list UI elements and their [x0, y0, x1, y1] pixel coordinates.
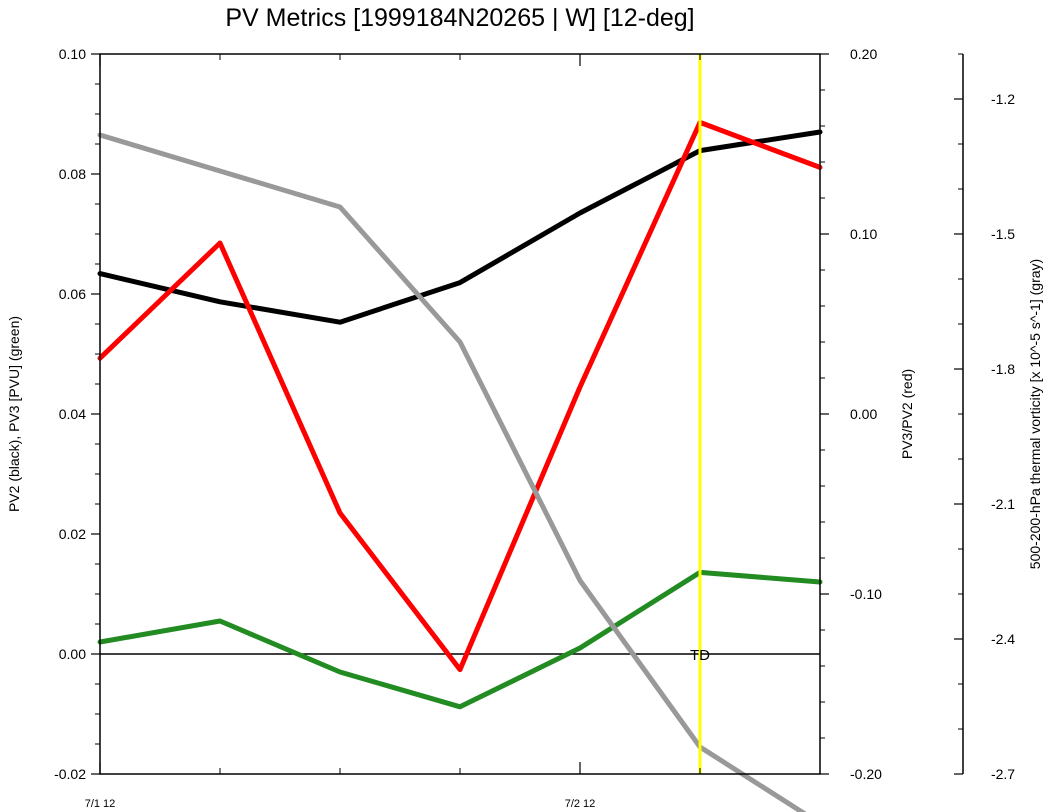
right-tick-label: 0.20 [850, 46, 877, 62]
td-marker-label: TD [690, 647, 710, 664]
series-line-1 [97, 569, 823, 710]
far-right-tick-label: -1.5 [991, 226, 1015, 242]
left-axis-label: PV2 (black), PV3 [PVU] (green) [6, 316, 22, 512]
right-tick-label: 0.10 [850, 226, 877, 242]
chart-title: PV Metrics [1999184N20265 | W] [12-deg] [225, 4, 694, 32]
x-tick-label: 7/1 12 [85, 798, 116, 810]
far-right-tick-label: -1.8 [991, 361, 1015, 377]
left-tick-label: 0.06 [59, 286, 86, 302]
series-line-3 [97, 132, 807, 812]
x-tick-label: 7/2 12 [565, 798, 596, 810]
far-right-tick-label: -1.2 [991, 91, 1015, 107]
right-axis-label: PV3/PV2 (red) [899, 369, 915, 459]
left-tick-label: 0.00 [59, 646, 86, 662]
far-right-tick-label: -2.7 [991, 766, 1015, 782]
far-right-axis-label: 500-200-hPa thermal vorticity [x 10^-5 s… [1027, 259, 1043, 569]
far-right-tick-label: -2.4 [991, 631, 1015, 647]
right-tick-label: -0.10 [850, 586, 882, 602]
left-tick-label: 0.04 [59, 406, 86, 422]
left-tick-label: 0.02 [59, 526, 86, 542]
series-line-2 [97, 119, 823, 673]
right-tick-label: -0.20 [850, 766, 882, 782]
series-line-0 [97, 129, 823, 325]
right-tick-label: 0.00 [850, 406, 877, 422]
left-tick-label: 0.10 [59, 46, 86, 62]
left-tick-label: 0.08 [59, 166, 86, 182]
left-tick-label: -0.02 [54, 766, 86, 782]
far-right-tick-label: -2.1 [991, 496, 1015, 512]
